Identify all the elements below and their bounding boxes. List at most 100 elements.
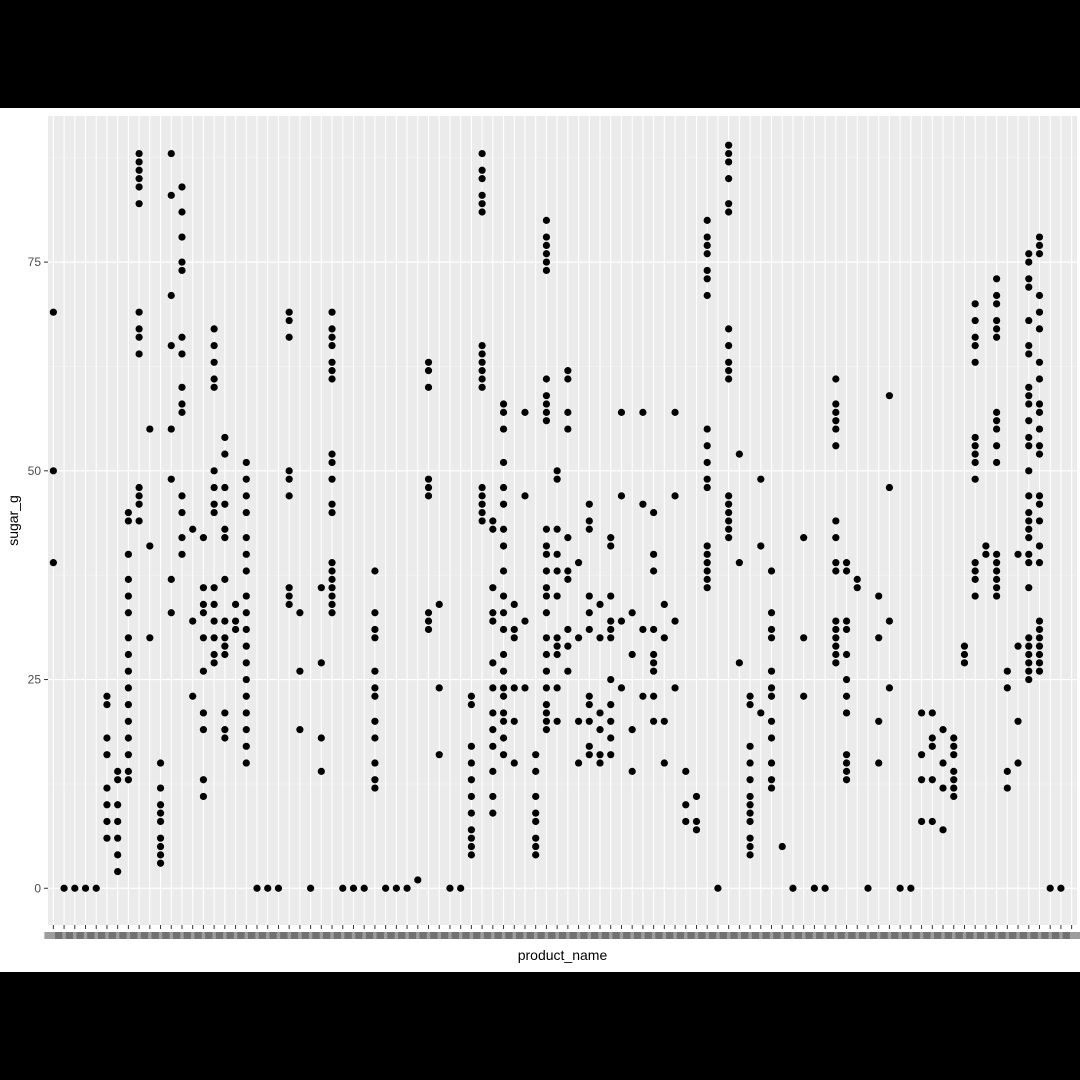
data-point	[542, 700, 551, 709]
data-point	[167, 149, 175, 158]
data-point	[1025, 517, 1033, 525]
data-point	[1003, 667, 1011, 675]
data-point	[457, 884, 465, 892]
data-point	[971, 592, 979, 600]
data-point	[725, 525, 733, 533]
data-point	[467, 809, 475, 817]
data-point	[928, 776, 936, 784]
x-tick-label	[826, 932, 845, 939]
data-point	[703, 475, 711, 483]
data-point	[993, 275, 1001, 283]
data-point	[210, 383, 218, 391]
data-point	[553, 475, 561, 483]
data-point	[960, 659, 969, 667]
data-point	[639, 500, 647, 508]
data-point	[489, 659, 497, 667]
data-point	[135, 149, 143, 158]
data-point	[317, 659, 325, 667]
data-point	[950, 792, 958, 801]
data-point	[210, 375, 218, 383]
data-point	[424, 609, 433, 617]
data-point	[564, 408, 572, 416]
data-point	[542, 634, 551, 642]
data-point	[993, 550, 1001, 558]
x-tick-label	[858, 932, 877, 939]
data-point	[328, 341, 336, 350]
data-point	[671, 492, 679, 500]
data-point	[607, 534, 615, 542]
data-point	[971, 358, 979, 366]
data-point	[242, 592, 250, 600]
x-tick-label	[258, 932, 277, 939]
data-point	[1025, 283, 1033, 291]
data-point	[982, 542, 990, 550]
data-point	[285, 600, 293, 609]
data-point	[950, 767, 958, 775]
data-point	[489, 684, 497, 692]
data-point	[767, 759, 776, 767]
data-point	[1025, 525, 1033, 533]
data-point	[178, 400, 186, 408]
data-point	[478, 175, 486, 183]
data-point	[1014, 642, 1022, 650]
data-point	[242, 692, 250, 700]
data-point	[1035, 450, 1044, 458]
data-point	[478, 367, 486, 375]
data-point	[242, 759, 250, 767]
data-point	[703, 275, 711, 283]
data-point	[467, 834, 475, 842]
data-point	[767, 692, 776, 700]
x-tick-label	[408, 932, 427, 939]
data-point	[628, 609, 636, 617]
data-point	[114, 867, 122, 876]
x-tick-label	[462, 932, 481, 939]
data-point	[242, 642, 250, 650]
data-point	[242, 508, 250, 517]
data-point	[703, 458, 711, 467]
data-point	[156, 851, 165, 859]
data-point	[499, 684, 508, 692]
data-point	[221, 726, 229, 734]
x-tick-label	[730, 932, 749, 939]
data-point	[553, 467, 561, 475]
x-tick-label	[655, 932, 674, 939]
data-point	[1025, 400, 1033, 408]
data-point	[242, 709, 250, 717]
data-point	[810, 884, 818, 892]
x-tick-label	[473, 932, 492, 939]
y-axis-title: sugar_g	[5, 495, 21, 546]
data-point	[221, 734, 229, 742]
data-point	[124, 508, 132, 517]
data-point	[489, 709, 497, 717]
data-point	[767, 684, 776, 692]
data-point	[585, 751, 593, 759]
data-point	[928, 734, 936, 742]
x-tick-label	[569, 932, 588, 939]
data-point	[650, 567, 658, 575]
data-point	[703, 584, 711, 592]
data-point	[832, 642, 840, 650]
data-point	[221, 709, 229, 717]
data-point	[467, 842, 475, 851]
x-tick-label	[880, 932, 899, 939]
data-point	[210, 650, 218, 659]
data-point	[746, 817, 754, 826]
data-point	[253, 884, 261, 892]
data-point	[317, 734, 325, 742]
data-point	[135, 500, 143, 508]
data-point	[1035, 517, 1044, 525]
data-point	[499, 609, 508, 617]
data-point	[939, 826, 947, 834]
data-point	[617, 408, 626, 416]
data-point	[746, 801, 754, 809]
data-point	[178, 550, 186, 558]
data-point	[1025, 550, 1033, 558]
data-point	[564, 642, 572, 650]
data-point	[885, 483, 894, 492]
data-point	[1025, 250, 1033, 258]
data-point	[424, 383, 433, 391]
data-point	[478, 375, 486, 383]
data-point	[542, 258, 551, 266]
data-point	[371, 684, 379, 692]
data-point	[585, 717, 593, 725]
